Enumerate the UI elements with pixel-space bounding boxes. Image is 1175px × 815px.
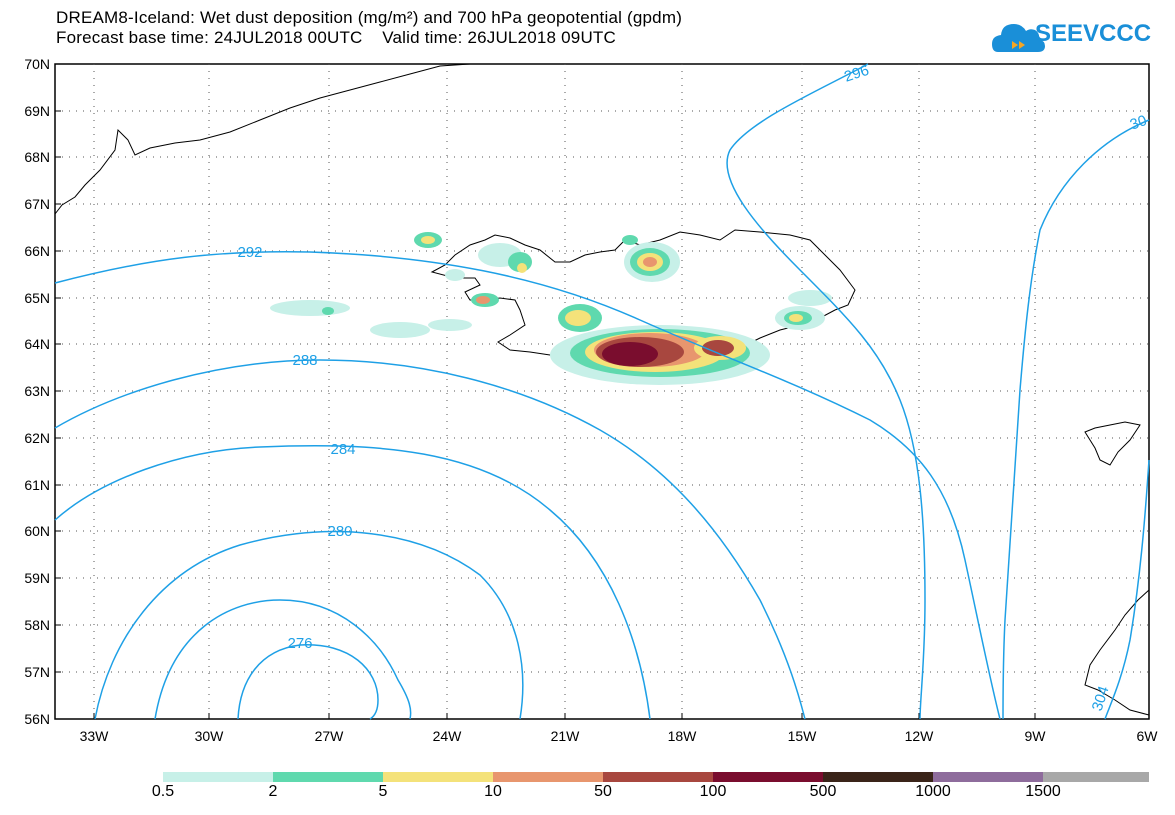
lon-label: 24W xyxy=(433,728,463,744)
lat-label: 58N xyxy=(24,617,50,633)
logo-text: SEEVCCC xyxy=(1035,20,1152,47)
legend-swatch xyxy=(823,772,933,782)
legend-swatch xyxy=(713,772,823,782)
legend-label: 10 xyxy=(484,783,502,800)
lat-label: 70N xyxy=(24,56,50,72)
legend-label: 100 xyxy=(699,783,727,800)
legend-swatch xyxy=(933,772,1043,782)
contour-label: 280 xyxy=(327,523,352,540)
lon-label: 21W xyxy=(551,728,581,744)
lon-label: 27W xyxy=(315,728,345,744)
coastlines xyxy=(54,63,1150,716)
legend-swatch xyxy=(163,772,273,782)
faroe-coast xyxy=(1084,421,1141,466)
legend-swatch xyxy=(493,772,603,782)
legend-label: 2 xyxy=(268,783,278,800)
legend-colorbar xyxy=(163,772,1149,782)
greenland-coast xyxy=(54,63,471,215)
contour-label: 276 xyxy=(287,635,312,652)
legend-swatch xyxy=(383,772,493,782)
lat-label: 66N xyxy=(24,243,50,259)
lat-label: 60N xyxy=(24,523,50,539)
lat-label: 64N xyxy=(24,336,50,352)
legend-label: 1500 xyxy=(1025,783,1061,800)
legend-swatch xyxy=(273,772,383,782)
lon-label: 30W xyxy=(195,728,225,744)
contour-label: 296 xyxy=(842,62,871,86)
lat-label: 57N xyxy=(24,664,50,680)
lat-label: 68N xyxy=(24,149,50,165)
contour-label: 30 xyxy=(1128,112,1149,134)
legend-swatch xyxy=(603,772,713,782)
lon-label: 33W xyxy=(80,728,110,744)
contour-label: 288 xyxy=(292,352,317,369)
geopotential-contours xyxy=(54,63,1150,720)
lat-label: 61N xyxy=(24,477,50,493)
lon-label: 18W xyxy=(668,728,698,744)
lon-label: 12W xyxy=(905,728,935,744)
legend-label: 50 xyxy=(594,783,612,800)
scotland-coast xyxy=(1084,589,1150,716)
lat-label: 69N xyxy=(24,103,50,119)
contour-label: 284 xyxy=(330,441,355,458)
lat-label: 59N xyxy=(24,570,50,586)
legend-swatch xyxy=(1043,772,1149,782)
lat-label: 62N xyxy=(24,430,50,446)
dust-deposition-field xyxy=(270,232,832,385)
lat-label: 56N xyxy=(24,711,50,727)
lat-label: 65N xyxy=(24,290,50,306)
lon-label: 15W xyxy=(788,728,818,744)
lat-label: 63N xyxy=(24,383,50,399)
contour-label: 292 xyxy=(237,244,262,261)
axis-ticks xyxy=(55,110,1036,719)
contour-label: 304 xyxy=(1089,684,1113,713)
lon-label: 6W xyxy=(1137,728,1159,744)
legend-label: 0.5 xyxy=(151,783,175,800)
grid-lines xyxy=(55,64,1149,719)
legend-label: 500 xyxy=(809,783,837,800)
map-title: DREAM8-Iceland: Wet dust deposition (mg/… xyxy=(56,8,683,27)
map-subtitle: Forecast base time: 24JUL2018 00UTC Vali… xyxy=(56,28,616,47)
lat-label: 67N xyxy=(24,196,50,212)
cloud-logo-icon xyxy=(992,24,1045,52)
legend-label: 5 xyxy=(378,783,388,800)
lon-label: 9W xyxy=(1025,728,1047,744)
legend-label: 1000 xyxy=(915,783,951,800)
